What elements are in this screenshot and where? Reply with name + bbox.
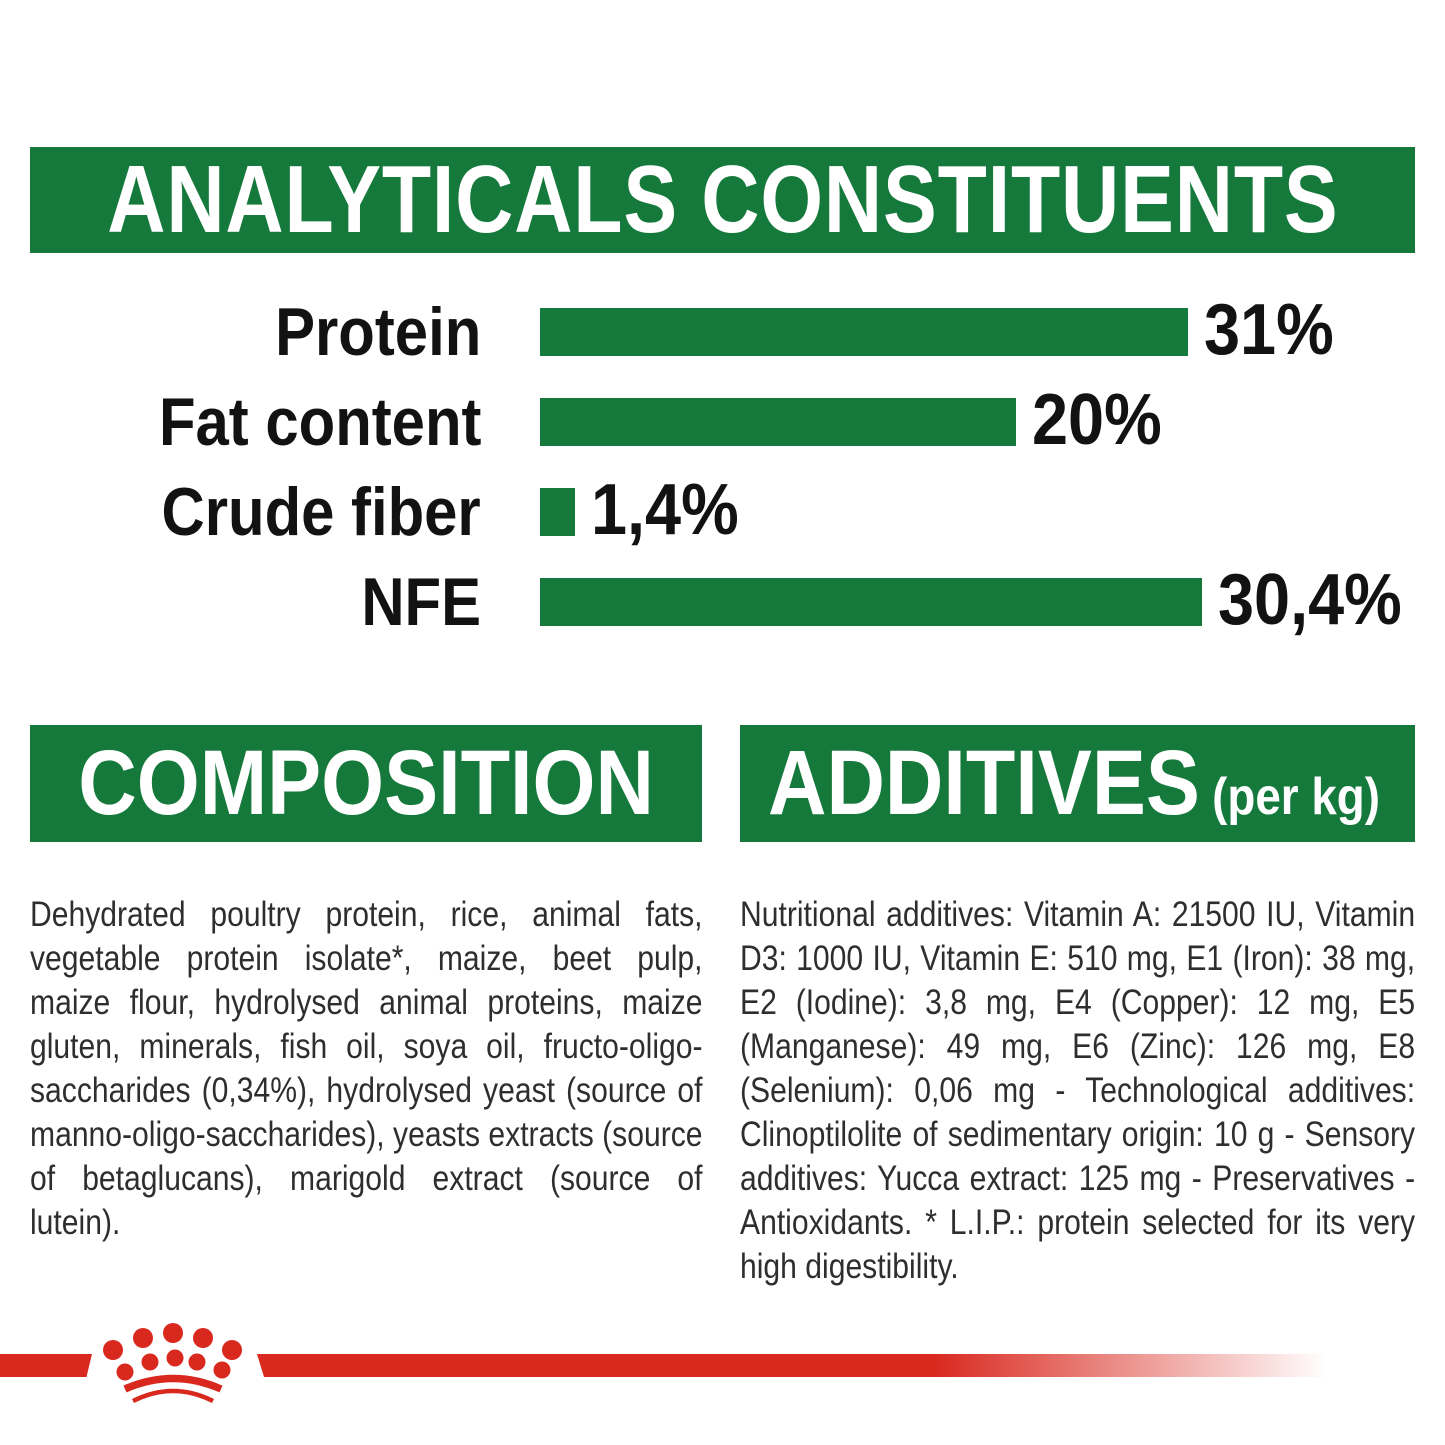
value-bar bbox=[540, 398, 1016, 446]
additives-header: ADDITIVES (per kg) bbox=[740, 725, 1415, 842]
composition-header: COMPOSITION bbox=[30, 725, 702, 842]
additives-title-suffix: (per kg) bbox=[1212, 768, 1380, 826]
crown-base-thick bbox=[123, 1374, 223, 1393]
crown-pearls-outer bbox=[103, 1323, 242, 1360]
value-label: 20% bbox=[1032, 379, 1162, 460]
composition-title: COMPOSITION bbox=[78, 732, 654, 834]
composition-text: Dehydrated poultry protein, rice, animal… bbox=[30, 895, 703, 1242]
value-bar bbox=[540, 308, 1188, 356]
value-label: 31% bbox=[1204, 289, 1334, 370]
chart-row: NFE 30,4% bbox=[0, 559, 1445, 640]
red-stripe-left bbox=[0, 1354, 92, 1377]
analyticals-header: ANALYTICALS CONSTITUENTS bbox=[30, 146, 1415, 253]
additives-text: Nutritional additives: Vitamin A: 21500 … bbox=[740, 895, 1416, 1286]
crown-pearls-inner bbox=[116, 1349, 231, 1381]
value-bar bbox=[540, 578, 1202, 626]
crown-base-thin bbox=[131, 1388, 215, 1404]
nutrient-label: Crude fiber bbox=[161, 474, 481, 550]
nutrient-label: Protein bbox=[274, 294, 481, 370]
analyticals-bar-chart: Protein 31% Fat content 20% Crude fiber … bbox=[0, 289, 1445, 668]
additives-title: ADDITIVES bbox=[768, 732, 1200, 834]
nutrient-label: NFE bbox=[361, 564, 481, 640]
value-label: 30,4% bbox=[1218, 559, 1402, 640]
nutrient-label: Fat content bbox=[158, 384, 481, 460]
value-label: 1,4% bbox=[591, 469, 739, 550]
red-stripe-right bbox=[257, 1354, 1349, 1377]
chart-row: Protein 31% bbox=[0, 289, 1445, 370]
analyticals-title: ANALYTICALS CONSTITUENTS bbox=[106, 146, 1339, 253]
chart-row: Crude fiber 1,4% bbox=[0, 469, 1445, 550]
chart-row: Fat content 20% bbox=[0, 379, 1445, 460]
value-bar bbox=[540, 488, 575, 536]
royal-canin-crown-icon bbox=[103, 1323, 242, 1404]
